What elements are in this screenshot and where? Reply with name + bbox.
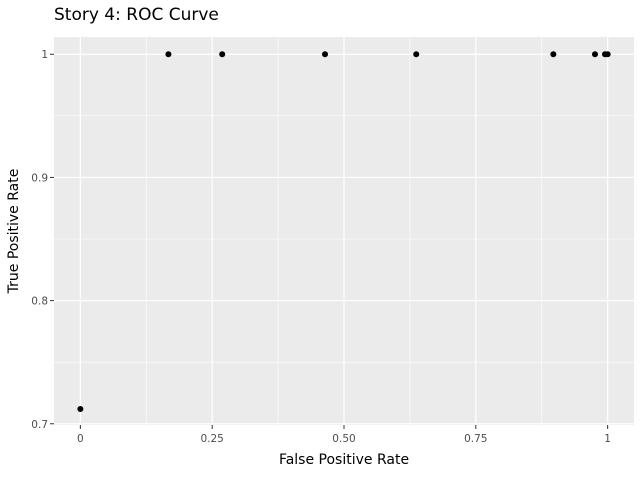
x-tick-label: 0 <box>77 433 84 445</box>
chart-title: Story 4: ROC Curve <box>54 5 219 25</box>
data-points <box>77 51 611 412</box>
y-tick-label: 0.9 <box>31 172 48 184</box>
y-tick-label: 0.8 <box>31 296 48 308</box>
x-tick-label: 0.75 <box>464 433 487 445</box>
x-tick-label: 1 <box>604 433 611 445</box>
x-tick-label: 0.25 <box>200 433 223 445</box>
y-tick-label: 1 <box>41 49 48 61</box>
data-point <box>77 405 84 412</box>
data-point <box>591 51 598 58</box>
axes: 0 0.25 0.50 0.75 1 0.7 0.8 0.9 1 <box>31 49 611 445</box>
data-point <box>604 51 611 58</box>
data-point <box>550 51 557 58</box>
x-tick-label: 0.50 <box>332 433 355 445</box>
data-point <box>219 51 226 58</box>
data-point <box>413 51 420 58</box>
x-axis-title: False Positive Rate <box>279 452 409 468</box>
y-tick-label: 0.7 <box>31 419 48 431</box>
y-axis-title: True Positive Rate <box>6 169 22 295</box>
data-point <box>165 51 172 58</box>
data-point <box>322 51 329 58</box>
grid-lines <box>54 37 634 425</box>
